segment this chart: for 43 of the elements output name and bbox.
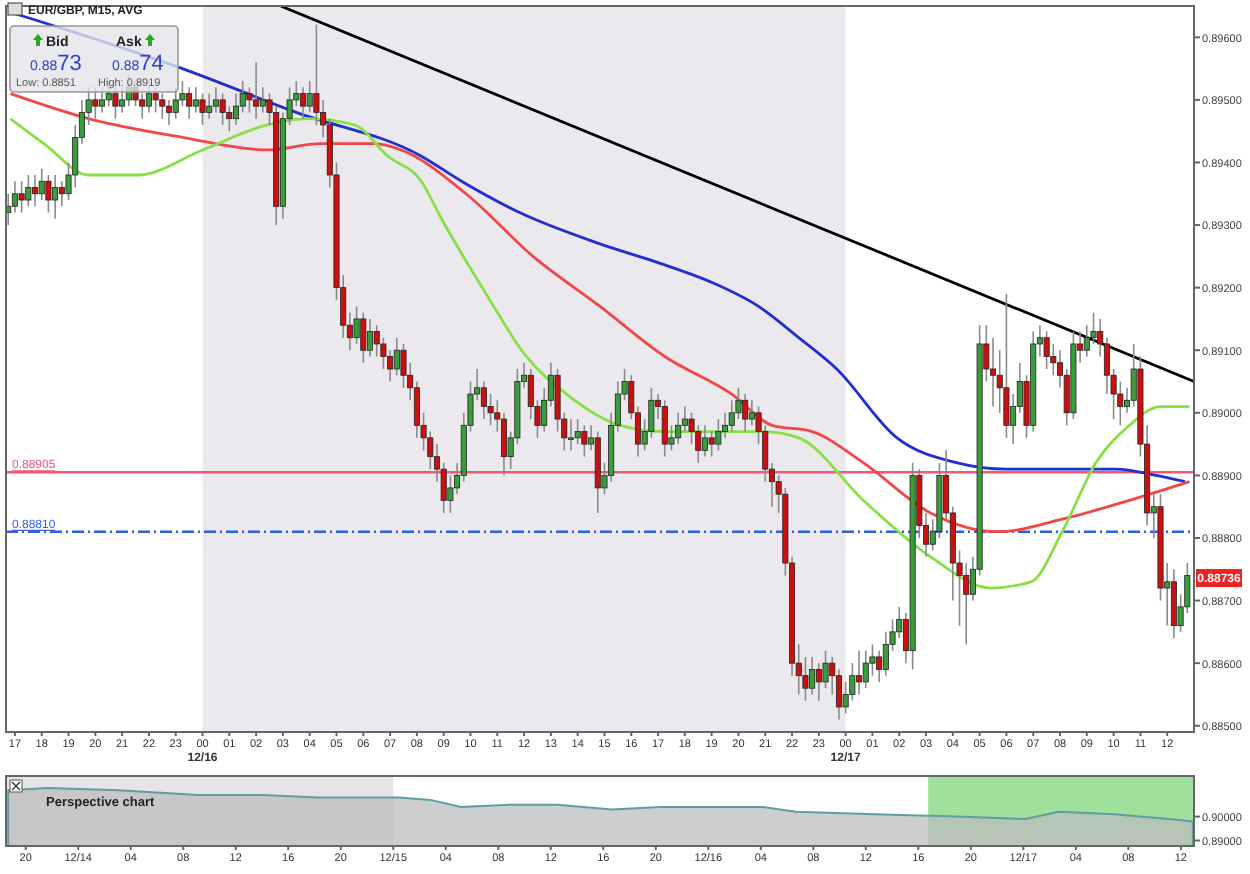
candlestick	[1043, 330, 1050, 370]
candlestick	[58, 180, 65, 208]
candlestick	[186, 86, 193, 120]
candlestick	[809, 656, 816, 696]
candlestick	[25, 174, 32, 208]
candlestick	[38, 167, 45, 201]
candlestick	[172, 86, 179, 120]
candlestick	[862, 649, 869, 689]
candlestick	[32, 174, 39, 208]
candlestick	[166, 99, 173, 126]
candlestick	[360, 311, 367, 364]
candlestick	[206, 92, 213, 120]
candlestick	[212, 86, 219, 114]
candlestick	[742, 393, 749, 433]
candlestick	[192, 86, 199, 114]
candlestick	[259, 86, 266, 114]
candlestick	[815, 662, 822, 702]
candlestick	[366, 318, 373, 358]
candlestick	[300, 86, 306, 120]
candlestick	[661, 399, 668, 458]
candlestick	[199, 92, 206, 126]
candlestick	[253, 61, 260, 120]
candlestick	[353, 305, 360, 345]
candlestick	[139, 92, 146, 120]
candlestick	[748, 399, 755, 427]
candlestick	[856, 649, 863, 696]
candlestick	[675, 412, 682, 445]
candlestick	[159, 92, 166, 120]
candlestick	[306, 80, 313, 114]
candlestick	[219, 92, 226, 126]
candlestick	[1003, 293, 1010, 439]
candlestick	[581, 424, 588, 458]
candlestick	[1170, 568, 1177, 639]
candlestick	[876, 649, 883, 683]
candlestick	[393, 336, 400, 377]
candlestick	[701, 424, 708, 458]
candlestick	[715, 418, 722, 452]
candlestick	[52, 174, 59, 220]
candlestick	[18, 180, 25, 214]
candlestick	[567, 418, 574, 452]
candlestick	[574, 418, 581, 445]
candlestick	[708, 430, 715, 458]
candlestick	[45, 174, 52, 214]
